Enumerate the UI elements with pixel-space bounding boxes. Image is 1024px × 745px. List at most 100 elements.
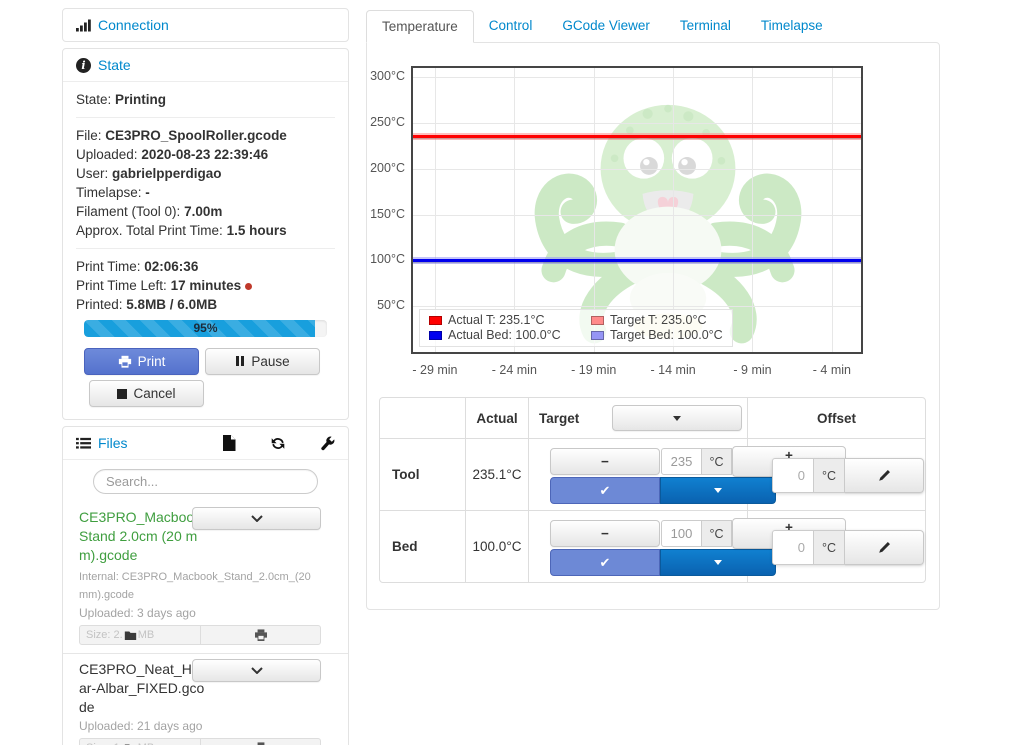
tool-offset-edit-button[interactable]: [845, 458, 924, 493]
series-line-actual: [413, 259, 861, 262]
legend-label: Actual Bed: 100.0°C: [448, 328, 561, 342]
temperature-chart: Actual T: 235.1°C Target T: 235.0°C Actu…: [367, 43, 941, 388]
file-label: File:: [76, 128, 102, 143]
file-search-input[interactable]: [93, 469, 318, 494]
file-list-item: CE3PRO_Neat_Hillar-Albar_FIXED.gcode Upl…: [63, 653, 348, 745]
files-panel-header: Files: [63, 427, 348, 459]
state-panel: i State State: Printing File: CE3PRO_Spo…: [62, 48, 349, 420]
load-file-button[interactable]: Size: 1. MB: [79, 738, 201, 745]
legend-swatch-actual-tool: [429, 316, 442, 325]
chevron-down-icon: [251, 515, 263, 522]
x-axis-tick-label: - 29 min: [412, 363, 457, 377]
caret-down-icon: [714, 488, 722, 493]
octoprint-app: Connection i State State: Printing File:…: [0, 0, 1024, 745]
state-panel-header[interactable]: i State: [63, 49, 348, 82]
approx-label: Approx. Total Print Time:: [76, 223, 223, 238]
files-settings-button[interactable]: [320, 436, 335, 451]
x-axis-tick-label: - 14 min: [651, 363, 696, 377]
cancel-button-label: Cancel: [133, 386, 175, 401]
pencil-icon: [878, 469, 891, 482]
caret-down-icon: [673, 416, 681, 421]
legend-swatch-target-bed: [591, 331, 604, 340]
grid-line-horizontal: [413, 77, 861, 78]
tool-offset-input[interactable]: [772, 458, 814, 493]
row-name: Bed: [380, 511, 465, 582]
file-uploaded: Uploaded: 21 days ago: [79, 719, 321, 733]
bed-actual-temp: 100.0°C: [465, 511, 528, 582]
print-time-left-value: 17 minutes: [171, 278, 242, 293]
user-label: User:: [76, 166, 108, 181]
bed-target-confirm-button[interactable]: ✔: [550, 549, 660, 576]
legend-item: Actual T: 235.1°C: [429, 313, 579, 327]
file-actions-dropdown[interactable]: [192, 507, 321, 530]
x-axis-tick-label: - 9 min: [733, 363, 771, 377]
pencil-icon: [878, 541, 891, 554]
state-row: State: Printing: [76, 90, 335, 109]
approx-row: Approx. Total Print Time: 1.5 hours: [76, 221, 335, 240]
print-file-button[interactable]: [200, 625, 321, 645]
legend-label: Target Bed: 100.0°C: [610, 328, 723, 342]
filament-label: Filament (Tool 0):: [76, 204, 180, 219]
x-axis-tick-label: - 24 min: [492, 363, 537, 377]
grid-line-horizontal: [413, 306, 861, 307]
document-icon: [222, 435, 236, 451]
stop-icon: [117, 389, 127, 399]
tab-terminal[interactable]: Terminal: [665, 10, 746, 42]
folder-load-icon: [124, 630, 137, 641]
refresh-files-button[interactable]: [270, 436, 286, 451]
cancel-button[interactable]: Cancel: [89, 380, 204, 407]
tool-target-options-button[interactable]: [660, 477, 776, 504]
file-name[interactable]: CE3PRO_Macbook Stand 2.0cm (20 mm).gcode: [79, 508, 205, 565]
print-button-label: Print: [138, 354, 166, 369]
load-file-button[interactable]: Size: 2. MB: [79, 625, 201, 645]
tool-target-decrease-button[interactable]: −: [550, 448, 660, 475]
timelapse-row: Timelapse: -: [76, 183, 335, 202]
file-action-bar: Size: 2. MB: [79, 625, 321, 645]
print-file-button[interactable]: [200, 738, 321, 745]
hide-printed-files-button[interactable]: [222, 435, 236, 451]
bed-target-options-button[interactable]: [660, 549, 776, 576]
tool-target-confirm-button[interactable]: ✔: [550, 477, 660, 504]
main-tabbar: Temperature Control GCode Viewer Termina…: [366, 10, 838, 42]
print-time-value: 02:06:36: [144, 259, 198, 274]
print-controls: Print Pause: [84, 348, 335, 375]
bed-target-input[interactable]: [661, 520, 702, 547]
print-time-left-row: Print Time Left: 17 minutes: [76, 276, 335, 295]
file-actions-dropdown[interactable]: [192, 659, 321, 682]
file-internal-name: Internal: CE3PRO_Macbook_Stand_2.0cm_(20…: [79, 568, 321, 604]
y-axis-tick-label: 300°C: [367, 69, 405, 83]
tool-temperature-row: Tool 235.1°C − °C + ✔ °C: [380, 438, 925, 510]
pause-button[interactable]: Pause: [205, 348, 320, 375]
connection-panel-header[interactable]: Connection: [63, 9, 348, 41]
file-search: [63, 460, 348, 502]
grid-line-vertical: [832, 68, 833, 352]
bed-offset-input[interactable]: [772, 530, 814, 565]
print-time-left-label: Print Time Left:: [76, 278, 167, 293]
bed-offset-edit-button[interactable]: [845, 530, 924, 565]
tab-timelapse[interactable]: Timelapse: [746, 10, 838, 42]
state-body: State: Printing File: CE3PRO_SpoolRoller…: [63, 82, 348, 419]
tool-target-input[interactable]: [661, 448, 702, 475]
bed-target-decrease-button[interactable]: −: [550, 520, 660, 547]
connection-panel: Connection: [62, 8, 349, 42]
file-name[interactable]: CE3PRO_Neat_Hillar-Albar_FIXED.gcode: [79, 660, 205, 717]
legend-label: Actual T: 235.1°C: [448, 313, 545, 327]
legend-item: Target Bed: 100.0°C: [591, 328, 723, 342]
user-row: User: gabrielpperdigao: [76, 164, 335, 183]
files-panel: Files: [62, 426, 349, 745]
files-title: Files: [98, 435, 128, 451]
print-button[interactable]: Print: [84, 348, 199, 375]
grid-line-horizontal: [413, 215, 861, 216]
grid-line-horizontal: [413, 123, 861, 124]
legend-item: Target T: 235.0°C: [591, 313, 723, 327]
target-preset-dropdown[interactable]: [612, 405, 742, 431]
y-axis-tick-label: 250°C: [367, 115, 405, 129]
grid-line-horizontal: [413, 169, 861, 170]
tab-gcode-viewer[interactable]: GCode Viewer: [547, 10, 665, 42]
legend-item: Actual Bed: 100.0°C: [429, 328, 579, 342]
tab-control[interactable]: Control: [474, 10, 548, 42]
legend-swatch-actual-bed: [429, 331, 442, 340]
tab-temperature[interactable]: Temperature: [366, 10, 474, 43]
file-row: File: CE3PRO_SpoolRoller.gcode: [76, 126, 335, 145]
state-title: State: [98, 57, 131, 73]
